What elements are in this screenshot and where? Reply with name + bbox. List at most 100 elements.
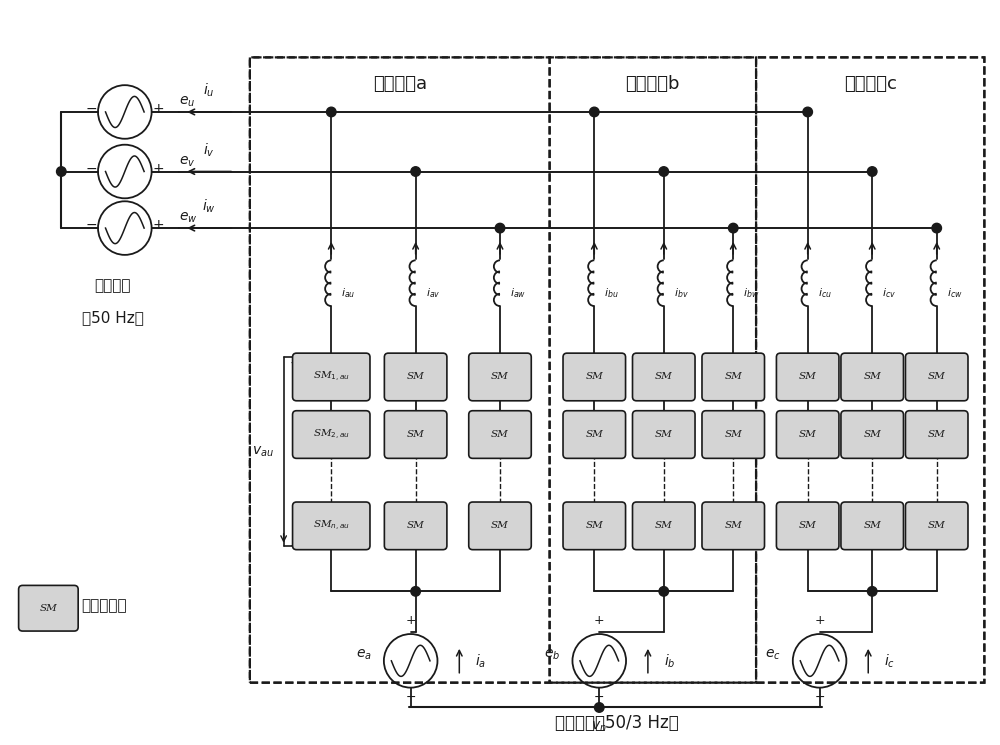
- Text: SM: SM: [585, 372, 603, 381]
- Text: $i_{u}$: $i_{u}$: [203, 82, 215, 99]
- Circle shape: [659, 167, 669, 177]
- FancyBboxPatch shape: [776, 502, 839, 550]
- Text: $e_{v}$: $e_{v}$: [179, 154, 196, 169]
- FancyBboxPatch shape: [384, 502, 447, 550]
- FancyBboxPatch shape: [469, 353, 531, 401]
- Text: SM: SM: [655, 430, 673, 439]
- Text: SM: SM: [585, 430, 603, 439]
- FancyBboxPatch shape: [469, 410, 531, 458]
- Text: $i_{bu}$: $i_{bu}$: [604, 287, 619, 300]
- Text: SM: SM: [585, 522, 603, 530]
- FancyBboxPatch shape: [841, 353, 903, 401]
- Text: $v_{au}$: $v_{au}$: [252, 444, 274, 459]
- Text: 子换流器b: 子换流器b: [626, 75, 680, 93]
- Text: SM: SM: [799, 522, 817, 530]
- Text: SM: SM: [491, 522, 509, 530]
- Text: $v_n$: $v_n$: [591, 720, 607, 734]
- FancyBboxPatch shape: [633, 410, 695, 458]
- FancyBboxPatch shape: [19, 586, 78, 631]
- Text: +: +: [290, 356, 301, 370]
- FancyBboxPatch shape: [293, 502, 370, 550]
- FancyBboxPatch shape: [384, 353, 447, 401]
- Circle shape: [590, 107, 599, 117]
- Text: SM$_{2,au}$: SM$_{2,au}$: [313, 428, 350, 442]
- Text: SM: SM: [928, 430, 946, 439]
- FancyBboxPatch shape: [702, 410, 765, 458]
- Text: SM: SM: [407, 372, 425, 381]
- Text: 子换流器c: 子换流器c: [844, 75, 897, 93]
- Circle shape: [411, 586, 420, 596]
- Text: +: +: [153, 102, 164, 116]
- Text: $i_{v}$: $i_{v}$: [203, 142, 215, 159]
- Text: SM: SM: [928, 522, 946, 530]
- FancyBboxPatch shape: [905, 353, 968, 401]
- FancyBboxPatch shape: [776, 410, 839, 458]
- Text: $i_{au}$: $i_{au}$: [341, 287, 356, 300]
- Text: SM: SM: [724, 372, 742, 381]
- Text: SM: SM: [928, 372, 946, 381]
- Text: SM: SM: [724, 522, 742, 530]
- Text: SM: SM: [491, 430, 509, 439]
- FancyBboxPatch shape: [905, 410, 968, 458]
- Text: SM: SM: [863, 522, 881, 530]
- Circle shape: [728, 224, 738, 233]
- Circle shape: [495, 224, 505, 233]
- Circle shape: [411, 167, 420, 177]
- Circle shape: [594, 703, 604, 712]
- Text: −: −: [85, 102, 97, 116]
- Circle shape: [327, 107, 336, 117]
- Text: $i_{b}$: $i_{b}$: [664, 652, 675, 670]
- FancyBboxPatch shape: [702, 353, 765, 401]
- Circle shape: [867, 167, 877, 177]
- Text: $i_{a}$: $i_{a}$: [475, 652, 486, 670]
- Text: SM: SM: [863, 372, 881, 381]
- Text: −: −: [85, 218, 97, 232]
- Text: $i_{cv}$: $i_{cv}$: [882, 287, 896, 300]
- Text: $e_{c}$: $e_{c}$: [765, 647, 781, 662]
- Text: SM: SM: [40, 603, 57, 612]
- Text: $i_{bw}$: $i_{bw}$: [743, 287, 760, 300]
- Text: SM$_{n,au}$: SM$_{n,au}$: [313, 519, 350, 533]
- FancyBboxPatch shape: [905, 502, 968, 550]
- Text: $e_{u}$: $e_{u}$: [179, 95, 196, 110]
- FancyBboxPatch shape: [841, 502, 903, 550]
- Text: SM: SM: [655, 522, 673, 530]
- Text: −: −: [85, 162, 97, 176]
- Text: SM: SM: [407, 522, 425, 530]
- FancyBboxPatch shape: [563, 410, 626, 458]
- Text: $i_{av}$: $i_{av}$: [426, 287, 440, 300]
- Text: −: −: [290, 539, 301, 553]
- Circle shape: [867, 586, 877, 596]
- Text: SM: SM: [799, 430, 817, 439]
- FancyBboxPatch shape: [776, 353, 839, 401]
- Circle shape: [57, 167, 66, 177]
- FancyBboxPatch shape: [702, 502, 765, 550]
- Text: （50 Hz）: （50 Hz）: [82, 310, 144, 325]
- FancyBboxPatch shape: [633, 502, 695, 550]
- Text: −: −: [405, 691, 416, 704]
- FancyBboxPatch shape: [469, 502, 531, 550]
- FancyBboxPatch shape: [841, 410, 903, 458]
- Text: $i_{w}$: $i_{w}$: [202, 197, 216, 215]
- Text: SM: SM: [407, 430, 425, 439]
- Text: SM: SM: [799, 372, 817, 381]
- Text: SM: SM: [491, 372, 509, 381]
- FancyBboxPatch shape: [563, 502, 626, 550]
- Text: +: +: [153, 162, 164, 176]
- Text: +: +: [814, 614, 825, 627]
- Circle shape: [659, 586, 669, 596]
- Text: $i_{cw}$: $i_{cw}$: [947, 287, 962, 300]
- Text: −: −: [814, 691, 825, 704]
- Text: $i_{bv}$: $i_{bv}$: [674, 287, 688, 300]
- FancyBboxPatch shape: [563, 353, 626, 401]
- Text: $e_{w}$: $e_{w}$: [179, 211, 198, 225]
- Text: SM: SM: [863, 430, 881, 439]
- FancyBboxPatch shape: [384, 410, 447, 458]
- Text: +: +: [153, 218, 164, 232]
- Text: +: +: [405, 614, 416, 627]
- Text: +: +: [594, 614, 605, 627]
- Circle shape: [932, 224, 941, 233]
- Text: $i_{aw}$: $i_{aw}$: [510, 287, 526, 300]
- Circle shape: [803, 107, 812, 117]
- Text: 低频电网（50/3 Hz）: 低频电网（50/3 Hz）: [555, 714, 679, 732]
